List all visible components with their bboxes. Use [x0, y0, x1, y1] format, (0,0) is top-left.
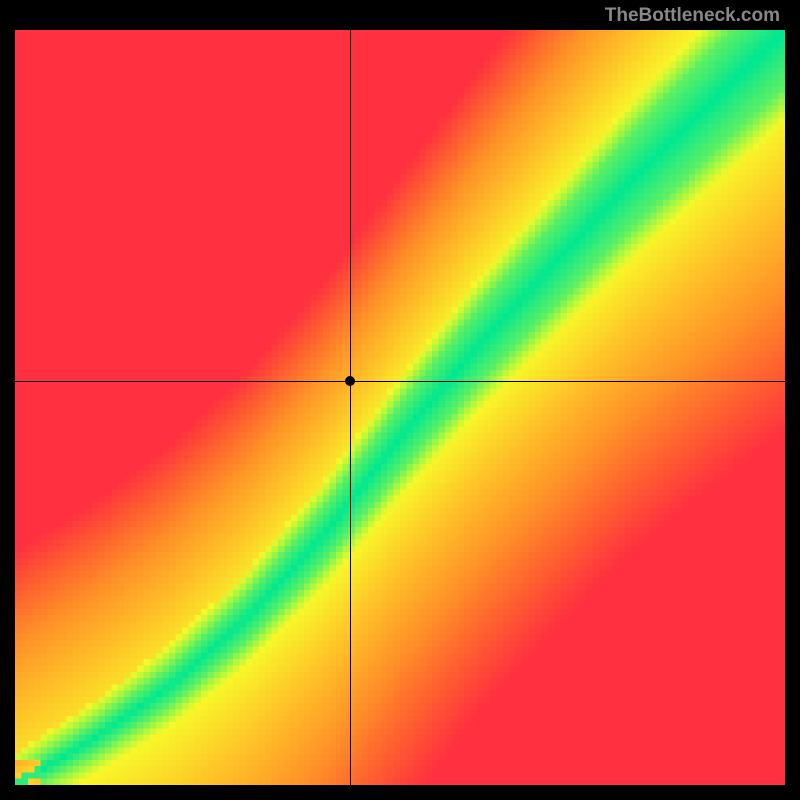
chart-container: TheBottleneck.com: [0, 0, 800, 800]
watermark-text: TheBottleneck.com: [605, 5, 780, 27]
bottleneck-heatmap: [15, 30, 785, 785]
crosshair-vertical: [350, 30, 351, 785]
marker-dot: [345, 376, 355, 386]
plot-area: [15, 30, 785, 785]
crosshair-horizontal: [15, 381, 785, 382]
